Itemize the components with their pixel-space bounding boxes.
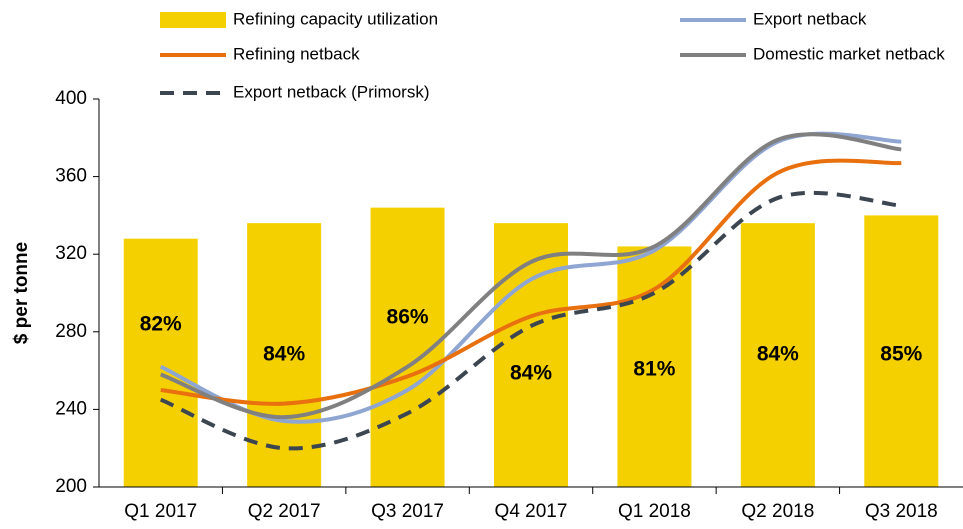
line	[160, 158, 902, 406]
bar	[740, 223, 815, 487]
legend-label: Export netback	[753, 9, 867, 28]
y-tick-label: 320	[55, 243, 87, 264]
legend-label: Export netback (Primorsk)	[233, 82, 430, 101]
y-tick-label: 360	[55, 166, 87, 187]
x-tick-label: Q1 2017	[124, 501, 197, 522]
bar	[494, 223, 568, 487]
y-tick-label: 400	[55, 88, 87, 109]
line	[159, 190, 902, 451]
x-tick-label: Q4 2017	[495, 501, 568, 522]
x-tick-label: Q2 2017	[248, 501, 321, 522]
x-tick-label: Q1 2018	[618, 501, 691, 522]
x-tick-label: Q3 2017	[371, 501, 444, 522]
value-label: 84%	[510, 362, 552, 385]
legend-label: Refining netback	[233, 44, 360, 63]
y-tick-label: 240	[55, 398, 87, 419]
bar	[247, 223, 322, 487]
bar	[617, 246, 692, 487]
value-label: 81%	[633, 358, 675, 381]
value-label: 82%	[140, 313, 182, 336]
bar	[864, 215, 939, 487]
value-label: 84%	[757, 343, 799, 366]
y-tick-label: 200	[55, 476, 87, 497]
x-tick-label: Q2 2018	[741, 501, 814, 522]
legend-label: Refining capacity utilization	[233, 9, 438, 28]
legend-label: Domestic market netback	[753, 44, 945, 63]
legend-swatch	[160, 12, 226, 28]
value-label: 85%	[880, 343, 922, 366]
value-label: 86%	[387, 306, 429, 329]
line	[160, 132, 902, 420]
value-label: 84%	[263, 343, 305, 366]
bar	[123, 238, 198, 487]
y-tick-label: 280	[55, 321, 87, 342]
x-tick-label: Q3 2018	[865, 501, 938, 522]
y-axis-label: $ per tonne	[11, 242, 32, 344]
